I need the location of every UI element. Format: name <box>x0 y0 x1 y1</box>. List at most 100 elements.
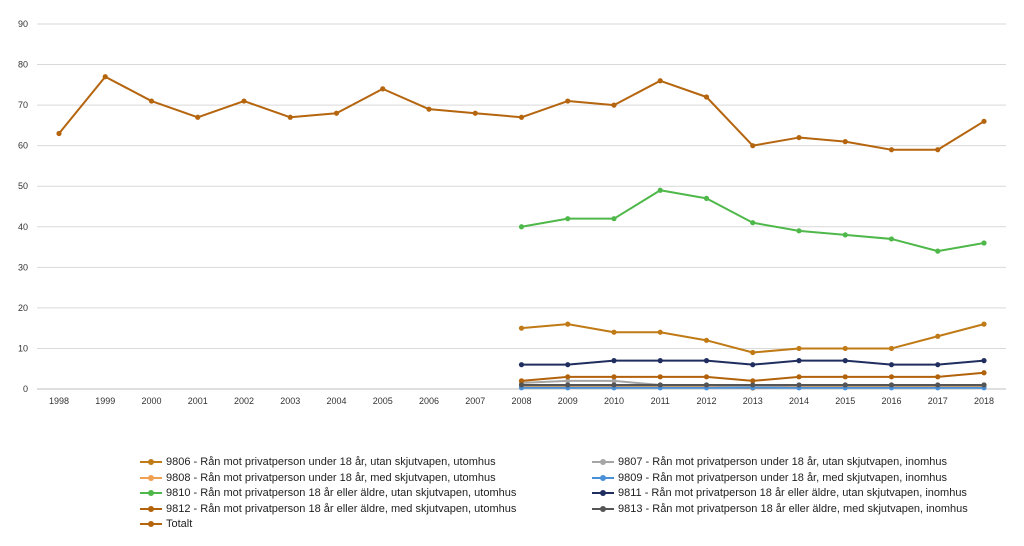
data-point <box>657 358 663 364</box>
data-point <box>888 382 895 388</box>
data-point <box>981 370 987 376</box>
data-point <box>611 378 617 384</box>
data-point <box>750 362 756 368</box>
data-point <box>518 378 525 384</box>
x-tick-label: 2005 <box>373 396 393 406</box>
data-point <box>333 110 340 116</box>
x-tick-label: 1999 <box>95 396 115 406</box>
data-point <box>565 98 571 104</box>
data-point <box>611 374 617 380</box>
data-point <box>565 378 571 384</box>
y-tick-label: 0 <box>23 384 28 394</box>
data-point <box>565 321 571 327</box>
data-point <box>518 382 525 388</box>
data-point <box>657 78 663 84</box>
x-tick-label: 2004 <box>326 396 346 406</box>
data-point <box>842 345 848 352</box>
y-tick-label: 90 <box>18 19 28 29</box>
x-tick-label: 2016 <box>881 396 901 406</box>
data-point <box>750 378 756 384</box>
data-point <box>842 382 848 388</box>
data-point <box>565 216 571 222</box>
x-tick-label: 2013 <box>743 396 763 406</box>
y-tick-label: 40 <box>18 222 28 232</box>
data-point <box>657 187 663 193</box>
data-point <box>518 325 525 331</box>
data-point <box>842 374 848 380</box>
data-point <box>472 110 478 116</box>
data-point <box>888 147 895 153</box>
data-point <box>750 220 756 226</box>
y-tick-label: 20 <box>18 303 28 313</box>
data-point <box>981 382 987 388</box>
data-point <box>888 374 895 380</box>
x-tick-label: 2003 <box>280 396 300 406</box>
data-point <box>796 228 802 234</box>
x-tick-label: 2012 <box>696 396 716 406</box>
x-tick-label: 2006 <box>419 396 439 406</box>
data-point <box>981 358 987 364</box>
data-point <box>611 329 617 335</box>
data-point <box>426 106 432 112</box>
data-point <box>565 374 571 380</box>
data-point <box>981 321 987 327</box>
y-tick-label: 80 <box>18 60 28 70</box>
data-point <box>518 114 525 120</box>
x-tick-label: 2002 <box>234 396 254 406</box>
data-point <box>842 139 848 145</box>
data-point <box>195 114 201 120</box>
data-point <box>703 358 710 364</box>
x-tick-label: 1998 <box>49 396 69 406</box>
data-point <box>935 374 941 380</box>
data-point <box>888 362 895 368</box>
y-tick-label: 10 <box>18 343 28 353</box>
data-point <box>287 114 293 120</box>
data-point <box>888 345 895 352</box>
x-tick-label: 2001 <box>188 396 208 406</box>
x-tick-label: 2014 <box>789 396 809 406</box>
data-point <box>935 248 941 254</box>
data-point <box>148 98 155 104</box>
data-point <box>981 118 987 124</box>
data-point <box>657 329 663 335</box>
data-point <box>750 349 756 356</box>
series-line <box>58 75 985 151</box>
y-tick-label: 60 <box>18 141 28 151</box>
data-point <box>703 374 710 380</box>
x-tick-label: 2010 <box>604 396 624 406</box>
data-point <box>611 382 617 388</box>
data-point <box>241 98 247 104</box>
data-point <box>796 345 802 352</box>
data-point <box>703 195 710 201</box>
data-point <box>565 382 571 388</box>
x-tick-label: 2015 <box>835 396 855 406</box>
y-tick-label: 70 <box>18 100 28 110</box>
x-tick-label: 2018 <box>974 396 994 406</box>
x-tick-label: 2008 <box>511 396 531 406</box>
data-point <box>518 224 525 230</box>
x-tick-label: 2017 <box>928 396 948 406</box>
data-point <box>935 382 941 388</box>
x-tick-label: 2009 <box>558 396 578 406</box>
data-point <box>703 337 710 343</box>
data-point <box>657 374 663 380</box>
data-point <box>518 362 525 368</box>
data-point <box>703 94 710 100</box>
data-point <box>611 102 617 108</box>
x-tick-label: 2007 <box>465 396 485 406</box>
data-point <box>796 134 802 141</box>
data-point <box>842 232 848 238</box>
data-point <box>750 382 756 388</box>
data-point <box>935 147 941 153</box>
data-point <box>935 362 941 368</box>
data-point <box>796 374 802 380</box>
data-point <box>657 382 663 388</box>
data-point <box>981 240 987 246</box>
data-point <box>565 362 571 368</box>
data-point <box>888 236 895 242</box>
data-point <box>102 74 108 80</box>
data-point <box>796 382 802 388</box>
data-point <box>750 143 756 149</box>
x-tick-label: 2011 <box>651 396 670 406</box>
